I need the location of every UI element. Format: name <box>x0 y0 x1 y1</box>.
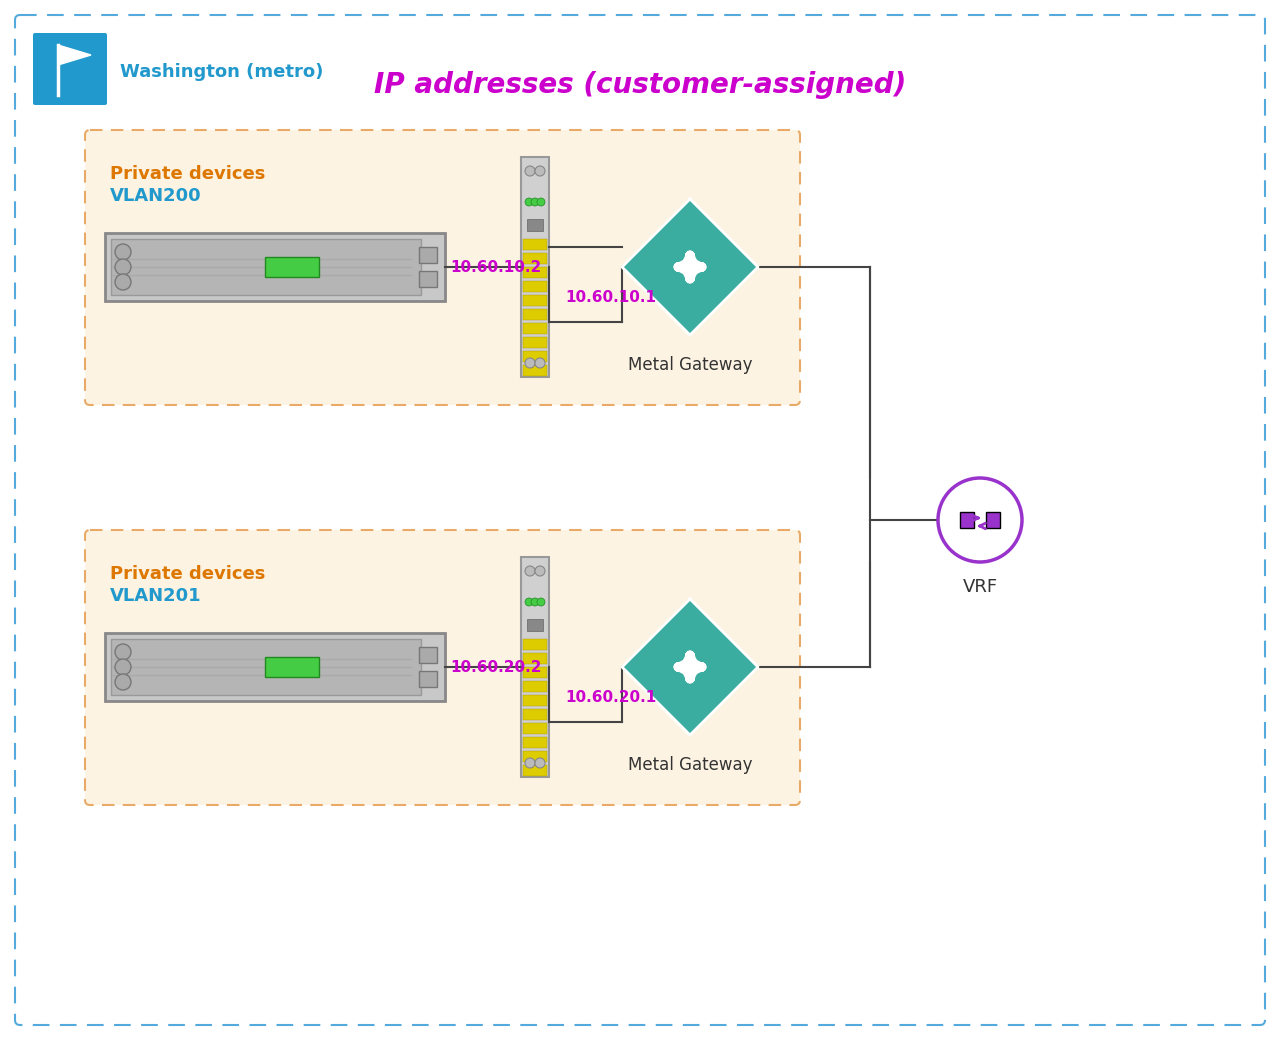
Text: 10.60.20.2: 10.60.20.2 <box>451 659 541 675</box>
FancyBboxPatch shape <box>265 657 319 677</box>
Polygon shape <box>622 599 758 735</box>
Circle shape <box>535 358 545 368</box>
Text: Private devices: Private devices <box>110 565 265 583</box>
FancyBboxPatch shape <box>521 557 549 777</box>
FancyBboxPatch shape <box>524 667 547 678</box>
Circle shape <box>525 358 535 368</box>
Circle shape <box>525 166 535 176</box>
FancyBboxPatch shape <box>84 530 800 805</box>
Text: Metal Gateway: Metal Gateway <box>627 356 753 374</box>
FancyBboxPatch shape <box>84 130 800 405</box>
Circle shape <box>115 674 131 690</box>
Circle shape <box>535 166 545 176</box>
Text: 10.60.10.1: 10.60.10.1 <box>564 289 657 305</box>
FancyBboxPatch shape <box>524 352 547 362</box>
Circle shape <box>535 566 545 576</box>
Circle shape <box>525 566 535 576</box>
Circle shape <box>115 274 131 290</box>
FancyBboxPatch shape <box>524 723 547 734</box>
Text: Private devices: Private devices <box>110 165 265 183</box>
Circle shape <box>115 259 131 275</box>
FancyBboxPatch shape <box>524 337 547 348</box>
FancyBboxPatch shape <box>524 309 547 320</box>
FancyBboxPatch shape <box>524 737 547 748</box>
FancyBboxPatch shape <box>524 323 547 334</box>
FancyBboxPatch shape <box>524 639 547 650</box>
Circle shape <box>938 478 1021 562</box>
FancyBboxPatch shape <box>15 15 1265 1025</box>
Text: VLAN200: VLAN200 <box>110 187 202 205</box>
Circle shape <box>115 644 131 660</box>
Circle shape <box>525 198 532 206</box>
FancyBboxPatch shape <box>419 248 436 263</box>
Circle shape <box>115 244 131 260</box>
Text: Metal Gateway: Metal Gateway <box>627 756 753 774</box>
FancyBboxPatch shape <box>524 653 547 664</box>
Circle shape <box>538 198 545 206</box>
FancyBboxPatch shape <box>524 765 547 776</box>
FancyBboxPatch shape <box>524 751 547 762</box>
FancyBboxPatch shape <box>524 281 547 292</box>
FancyBboxPatch shape <box>524 253 547 264</box>
Text: 10.60.10.2: 10.60.10.2 <box>451 260 541 275</box>
FancyBboxPatch shape <box>105 233 445 301</box>
Text: 10.60.20.1: 10.60.20.1 <box>564 690 657 704</box>
Text: VRF: VRF <box>963 578 997 596</box>
FancyBboxPatch shape <box>111 239 421 295</box>
FancyBboxPatch shape <box>105 633 445 701</box>
FancyBboxPatch shape <box>111 639 421 695</box>
Text: IP addresses (customer-assigned): IP addresses (customer-assigned) <box>374 71 906 99</box>
FancyBboxPatch shape <box>524 695 547 706</box>
FancyBboxPatch shape <box>524 681 547 692</box>
FancyBboxPatch shape <box>33 33 108 105</box>
Circle shape <box>525 758 535 768</box>
FancyBboxPatch shape <box>521 157 549 378</box>
Circle shape <box>525 598 532 606</box>
Circle shape <box>531 598 539 606</box>
FancyBboxPatch shape <box>524 267 547 278</box>
Circle shape <box>115 659 131 675</box>
FancyBboxPatch shape <box>419 647 436 664</box>
Text: Washington (metro): Washington (metro) <box>120 63 324 81</box>
FancyBboxPatch shape <box>419 671 436 687</box>
FancyBboxPatch shape <box>419 271 436 287</box>
FancyBboxPatch shape <box>524 709 547 720</box>
FancyBboxPatch shape <box>527 619 543 631</box>
Polygon shape <box>58 45 91 66</box>
FancyBboxPatch shape <box>265 257 319 277</box>
FancyBboxPatch shape <box>524 365 547 376</box>
Circle shape <box>535 758 545 768</box>
Circle shape <box>538 598 545 606</box>
FancyBboxPatch shape <box>527 219 543 231</box>
FancyBboxPatch shape <box>524 295 547 306</box>
Circle shape <box>531 198 539 206</box>
FancyBboxPatch shape <box>524 239 547 250</box>
Text: VLAN201: VLAN201 <box>110 587 202 605</box>
FancyBboxPatch shape <box>986 512 1000 528</box>
FancyBboxPatch shape <box>960 512 974 528</box>
Polygon shape <box>622 199 758 335</box>
